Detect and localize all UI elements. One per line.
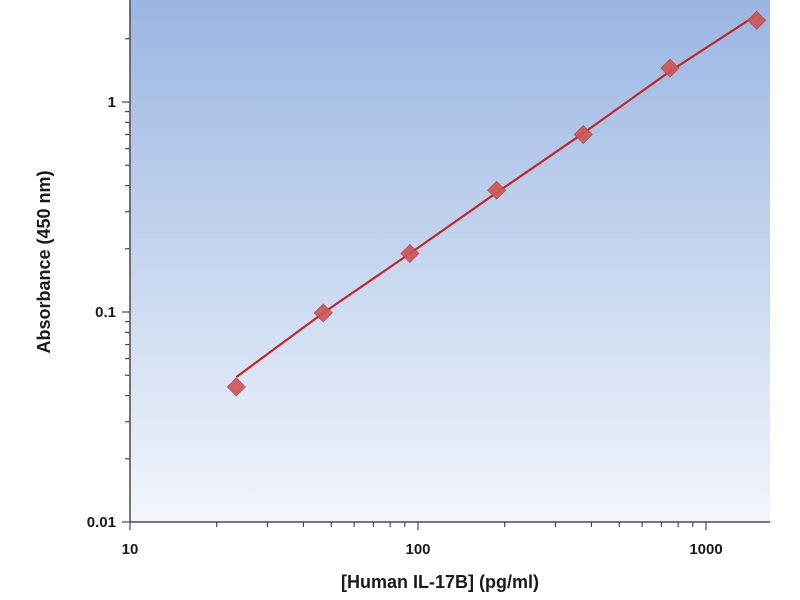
y-tick-label: 0.01: [87, 514, 116, 531]
data-point: [226, 377, 246, 397]
y-axis-title: Absorbance (450 nm): [34, 170, 54, 353]
data-point: [660, 58, 680, 78]
y-tick-label: 0.1: [95, 304, 116, 321]
tick-labels: 10 100 1000 0.01 0.1 1: [87, 94, 723, 558]
data-points-layer: [226, 10, 767, 397]
data-point: [400, 243, 420, 264]
x-tick-label: 10: [122, 541, 139, 558]
plot-area-background: [130, 0, 770, 522]
axes: [129, 0, 770, 523]
tick-marks: [122, 38, 707, 530]
data-point: [487, 180, 507, 200]
data-point: [747, 10, 767, 30]
x-tick-label: 1000: [689, 541, 722, 558]
x-axis-title: [Human IL-17B] (pg/ml): [341, 572, 539, 592]
x-tick-label: 100: [405, 541, 430, 558]
y-tick-label: 1: [108, 94, 116, 111]
data-point: [573, 124, 593, 145]
data-point: [313, 303, 333, 323]
